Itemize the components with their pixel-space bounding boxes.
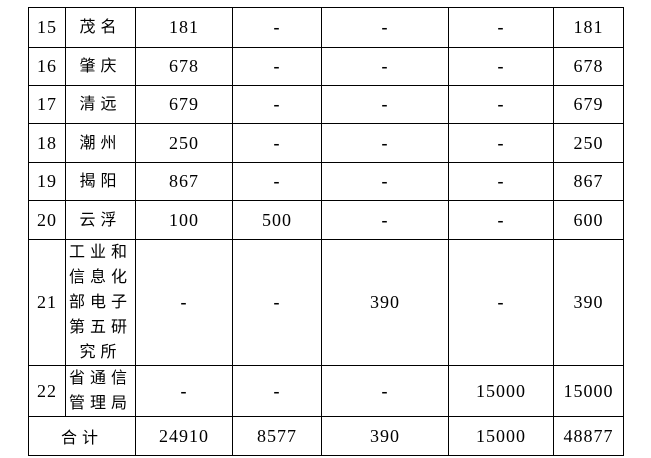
- column-total: 390: [321, 416, 449, 456]
- value-cell: 679: [135, 85, 233, 124]
- value-cell: 390: [321, 239, 449, 366]
- row-total: 678: [553, 47, 624, 86]
- row-total: 181: [553, 7, 624, 48]
- value-cell: -: [232, 85, 322, 124]
- grand-total-value: 48877: [553, 416, 624, 456]
- value-cell: -: [448, 47, 554, 86]
- value-cell: -: [232, 365, 322, 417]
- value-cell: -: [232, 123, 322, 163]
- entity-name: 工业和信息化部电子第五研究所: [65, 239, 136, 366]
- value-cell: -: [321, 123, 449, 163]
- value-cell: -: [232, 239, 322, 366]
- entity-name: 省通信管理局: [65, 365, 136, 417]
- column-total: 8577: [232, 416, 322, 456]
- value-cell: -: [321, 85, 449, 124]
- row-number: 17: [28, 85, 66, 124]
- table-row: 20 云浮 100 500 - - 600: [28, 200, 624, 240]
- row-total: 600: [553, 200, 624, 240]
- row-total: 250: [553, 123, 624, 163]
- row-number: 16: [28, 47, 66, 86]
- table-row: 19 揭阳 867 - - - 867: [28, 162, 624, 201]
- value-cell: 250: [135, 123, 233, 163]
- value-cell: -: [448, 200, 554, 240]
- table-row: 17 清远 679 - - - 679: [28, 85, 624, 124]
- table-row: 18 潮州 250 - - - 250: [28, 123, 624, 163]
- value-cell: -: [448, 162, 554, 201]
- row-number: 15: [28, 7, 66, 48]
- row-total: 390: [553, 239, 624, 366]
- entity-name: 清远: [65, 85, 136, 124]
- funding-table: 15 茂名 181 - - - 181 16 肇庆 678 - - - 678 …: [28, 7, 624, 456]
- value-cell: -: [232, 162, 322, 201]
- column-total: 15000: [448, 416, 554, 456]
- entity-name: 云浮: [65, 200, 136, 240]
- value-cell: -: [232, 47, 322, 86]
- value-cell: 15000: [448, 365, 554, 417]
- value-cell: 678: [135, 47, 233, 86]
- row-number: 22: [28, 365, 66, 417]
- value-cell: 867: [135, 162, 233, 201]
- value-cell: -: [448, 7, 554, 48]
- entity-name: 茂名: [65, 7, 136, 48]
- value-cell: -: [448, 239, 554, 366]
- row-total: 867: [553, 162, 624, 201]
- value-cell: -: [135, 365, 233, 417]
- value-cell: -: [321, 365, 449, 417]
- table-row: 21 工业和信息化部电子第五研究所 - - 390 - 390: [28, 239, 624, 366]
- value-cell: -: [321, 47, 449, 86]
- value-cell: -: [321, 162, 449, 201]
- entity-name: 肇庆: [65, 47, 136, 86]
- value-cell: 100: [135, 200, 233, 240]
- row-number: 19: [28, 162, 66, 201]
- column-total: 24910: [135, 416, 233, 456]
- table-footer-row: 合计 24910 8577 390 15000 48877: [28, 416, 624, 456]
- value-cell: 181: [135, 7, 233, 48]
- value-cell: 500: [232, 200, 322, 240]
- entity-name: 揭阳: [65, 162, 136, 201]
- grand-total-label: 合计: [28, 416, 136, 456]
- row-number: 18: [28, 123, 66, 163]
- value-cell: -: [135, 239, 233, 366]
- value-cell: -: [232, 7, 322, 48]
- row-number: 20: [28, 200, 66, 240]
- value-cell: -: [321, 200, 449, 240]
- value-cell: -: [448, 123, 554, 163]
- table-row: 15 茂名 181 - - - 181: [28, 7, 624, 48]
- entity-name: 潮州: [65, 123, 136, 163]
- table-row: 16 肇庆 678 - - - 678: [28, 47, 624, 86]
- row-total: 679: [553, 85, 624, 124]
- row-number: 21: [28, 239, 66, 366]
- table-row: 22 省通信管理局 - - - 15000 15000: [28, 365, 624, 417]
- value-cell: -: [321, 7, 449, 48]
- row-total: 15000: [553, 365, 624, 417]
- value-cell: -: [448, 85, 554, 124]
